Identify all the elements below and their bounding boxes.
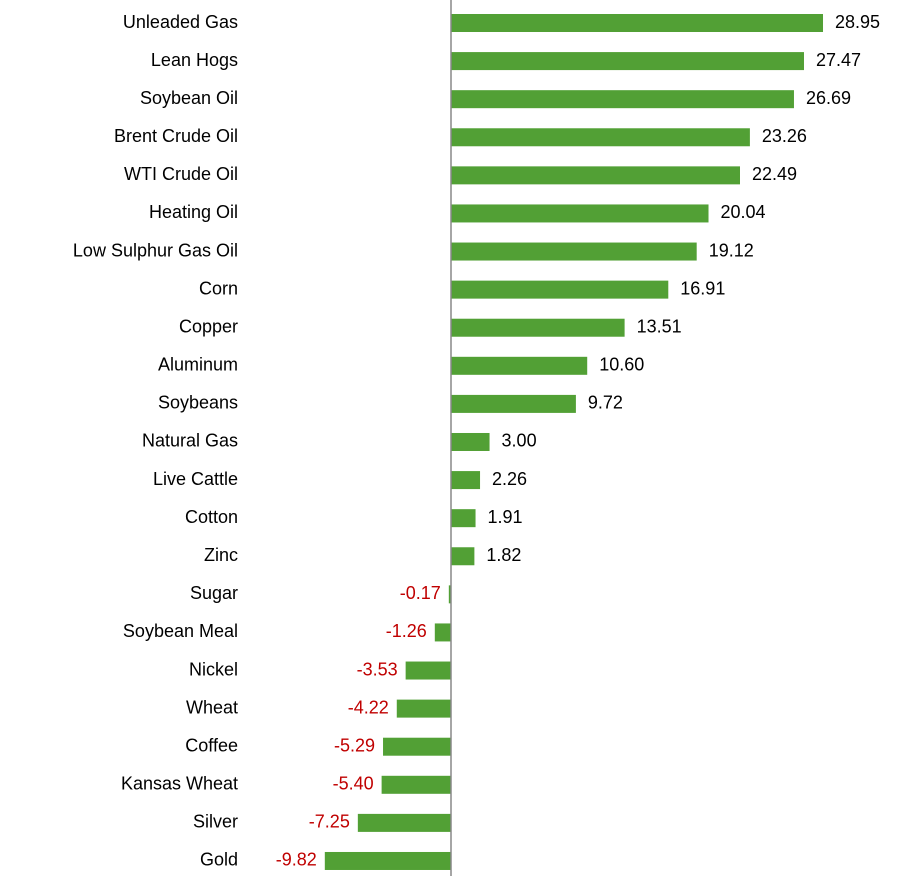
bar [448,585,451,604]
category-label: Coffee [185,735,238,755]
category-label: Copper [179,316,238,336]
category-label: Soybean Meal [123,621,238,641]
value-label: 19.12 [709,240,754,260]
category-label: Corn [199,278,238,298]
category-label: Gold [200,850,238,870]
bar [451,471,481,490]
bar [451,280,669,299]
value-label: -9.82 [276,850,317,870]
bar [451,509,476,528]
value-label: 23.26 [762,126,807,146]
value-label: 1.82 [486,545,521,565]
value-label: 1.91 [488,507,523,527]
category-label: Cotton [185,507,238,527]
category-label: Soybeans [158,393,238,413]
category-label: Brent Crude Oil [114,126,238,146]
category-label: Low Sulphur Gas Oil [73,240,238,260]
bar [396,699,451,718]
bar [451,204,709,223]
value-label: 13.51 [637,316,682,336]
bar [405,661,451,680]
value-label: -0.17 [400,583,441,603]
value-label: 20.04 [721,202,766,222]
bar [383,737,451,756]
bar [451,166,740,185]
category-label: Zinc [204,545,238,565]
category-label: Lean Hogs [151,50,238,70]
category-label: Nickel [189,659,238,679]
category-label: Live Cattle [153,469,238,489]
category-label: WTI Crude Oil [124,164,238,184]
value-label: 28.95 [835,12,880,32]
value-label: -5.29 [334,735,375,755]
category-label: Wheat [186,697,238,717]
category-label: Kansas Wheat [121,774,238,794]
bar [357,813,451,832]
category-label: Silver [193,812,238,832]
value-label: -3.53 [357,659,398,679]
bar [451,14,824,32]
value-label: -5.40 [333,774,374,794]
value-label: 2.26 [492,469,527,489]
value-label: 3.00 [502,431,537,451]
value-label: -1.26 [386,621,427,641]
category-label: Aluminum [158,355,238,375]
bar [451,547,475,566]
bar [324,851,451,870]
value-label: 9.72 [588,393,623,413]
bar [451,356,588,375]
value-label: 22.49 [752,164,797,184]
value-label: -4.22 [348,697,389,717]
bar [451,128,750,147]
category-label: Unleaded Gas [123,12,238,32]
category-label: Natural Gas [142,431,238,451]
bar [434,623,451,642]
value-label: 16.91 [680,278,725,298]
value-label: -7.25 [309,812,350,832]
bar [451,432,490,451]
value-label: 10.60 [599,355,644,375]
bar [381,775,451,794]
bar [451,242,697,261]
category-label: Heating Oil [149,202,238,222]
bar [451,90,794,109]
category-label: Soybean Oil [140,88,238,108]
category-label: Sugar [190,583,238,603]
value-label: 27.47 [816,50,861,70]
value-label: 26.69 [806,88,851,108]
bar [451,394,576,413]
bar [451,318,625,337]
bar [451,52,804,71]
